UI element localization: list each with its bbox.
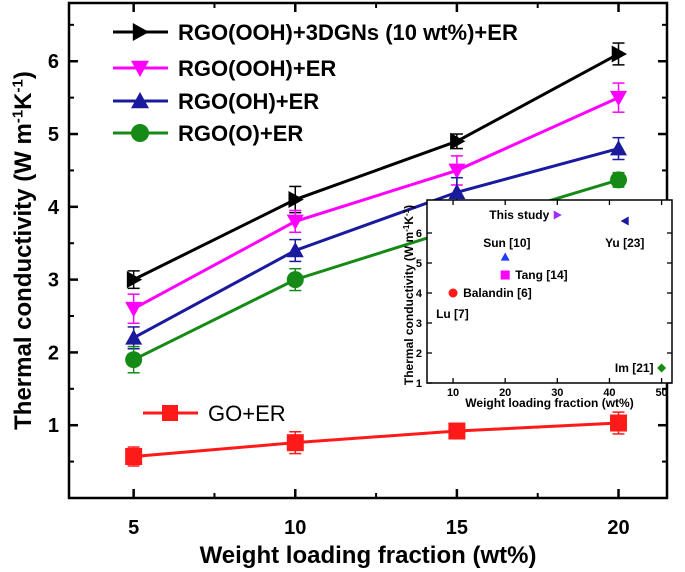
inset-point-label: Tang [14] [515,268,567,282]
legend-entry: RGO(OOH)+ER [113,56,336,81]
inset-point-label: Balandin [6] [463,286,532,300]
inset-x-tick-label: 30 [551,387,563,399]
series-4 [125,411,628,467]
inset-y-tick-label: 2 [416,348,422,360]
inset-point-label: Lu [7] [436,307,469,321]
data-point [286,434,304,452]
legend-label: RGO(OH)+ER [178,89,319,114]
data-point [610,171,628,189]
inset-y-axis-label: Thermal conductivity (W m-1K-1) [402,205,416,385]
ylabel-superscript: -1 [402,224,411,232]
inset-point-label: This study [489,208,549,222]
data-point [286,242,304,258]
inset-data-point [553,210,562,220]
y-tick-label: 1 [48,415,59,437]
inset-x-tick-label: 20 [499,387,511,399]
x-tick-label: 10 [284,517,306,539]
inset-plot-frame [426,199,673,384]
data-point [448,422,466,440]
data-point [611,45,628,63]
inset-x-tick-label: 10 [447,387,459,399]
series-1 [125,82,628,325]
inset-data-point [500,270,510,280]
inset-y-tick-label: 1 [416,378,422,390]
data-point [610,414,628,432]
ylabel-text: K [10,92,37,110]
series-line [133,421,619,459]
data-point [448,163,466,179]
legend-marker [131,60,149,77]
ylabel-text: Thermal conductivity (W m [10,123,37,430]
ylabel-superscript: -1 [10,79,27,92]
inset-point-label: Im [21] [615,361,654,375]
x-tick-label: 5 [128,517,139,539]
ylabel-text: Thermal conductivity (W m [402,232,416,385]
inset-y-tick-label: 4 [416,288,423,300]
data-point [610,140,628,156]
x-tick-label: 20 [607,517,629,539]
y-axis-label: Thermal conductivity (W m-1K-1) [10,71,37,430]
series-line [132,147,619,340]
x-axis-label: Weight loading fraction (wt%) [200,542,537,569]
inset-data-point [620,216,629,226]
legend-marker [132,23,149,41]
ylabel-text: ) [10,71,37,79]
y-tick-label: 2 [48,342,59,364]
data-point [286,214,304,230]
x-tick-label: 15 [446,517,468,539]
legend-entry: RGO(OOH)+3DGNs (10 wt%)+ER [113,20,518,45]
inset-chart: 10 20 30 40 50 1 2 3 4 5 6 Weight loading fraction … [402,199,673,410]
legend-label: RGO(OOH)+ER [178,56,336,81]
inset-point-label: Sun [10] [483,236,530,250]
ylabel-text: K [402,216,416,225]
ylabel-superscript: -1 [402,208,411,216]
legend-entry: RGO(O)+ER [113,121,303,146]
inset-point-label: Yu [23] [605,236,644,250]
legend-label: RGO(O)+ER [178,121,303,146]
data-point [125,448,143,466]
inset-y-tick-label: 3 [416,318,422,330]
ylabel-superscript: -1 [10,110,27,123]
inset-data-point [500,252,510,261]
data-point [610,90,628,107]
inset-x-tick-label: 50 [655,387,667,399]
inset-x-tick-label: 40 [603,387,615,399]
inset-x-axis-label: Weight loading fraction (wt%) [465,396,633,410]
data-point [450,132,466,150]
series-2 [125,136,628,350]
legend-marker [131,124,149,142]
y-tick-label: 5 [48,124,59,146]
data-point [125,329,143,345]
y-tick-label: 4 [48,197,60,219]
legend-marker [162,405,178,421]
series-line [132,52,620,281]
legend-label: GO+ER [208,401,286,426]
ylabel-text: ) [402,205,416,209]
data-point [126,271,143,289]
series-line [132,96,620,311]
data-point [288,191,304,209]
data-point [448,183,466,200]
inset-data-point [448,288,458,298]
data-point [286,271,304,289]
y-tick-label: 3 [48,270,59,292]
series-0 [126,42,628,290]
legend-label: RGO(OOH)+3DGNs (10 wt%)+ER [178,20,518,45]
legend-entry: GO+ER [143,401,286,426]
y-tick-label: 6 [48,51,59,73]
data-point [125,301,143,318]
legend-entry: RGO(OH)+ER [113,89,319,114]
data-point [125,351,143,369]
inset-data-point [657,363,667,373]
legend-marker [131,92,149,109]
inset-y-tick-label: 5 [416,258,422,270]
inset-y-tick-label: 6 [416,228,422,240]
